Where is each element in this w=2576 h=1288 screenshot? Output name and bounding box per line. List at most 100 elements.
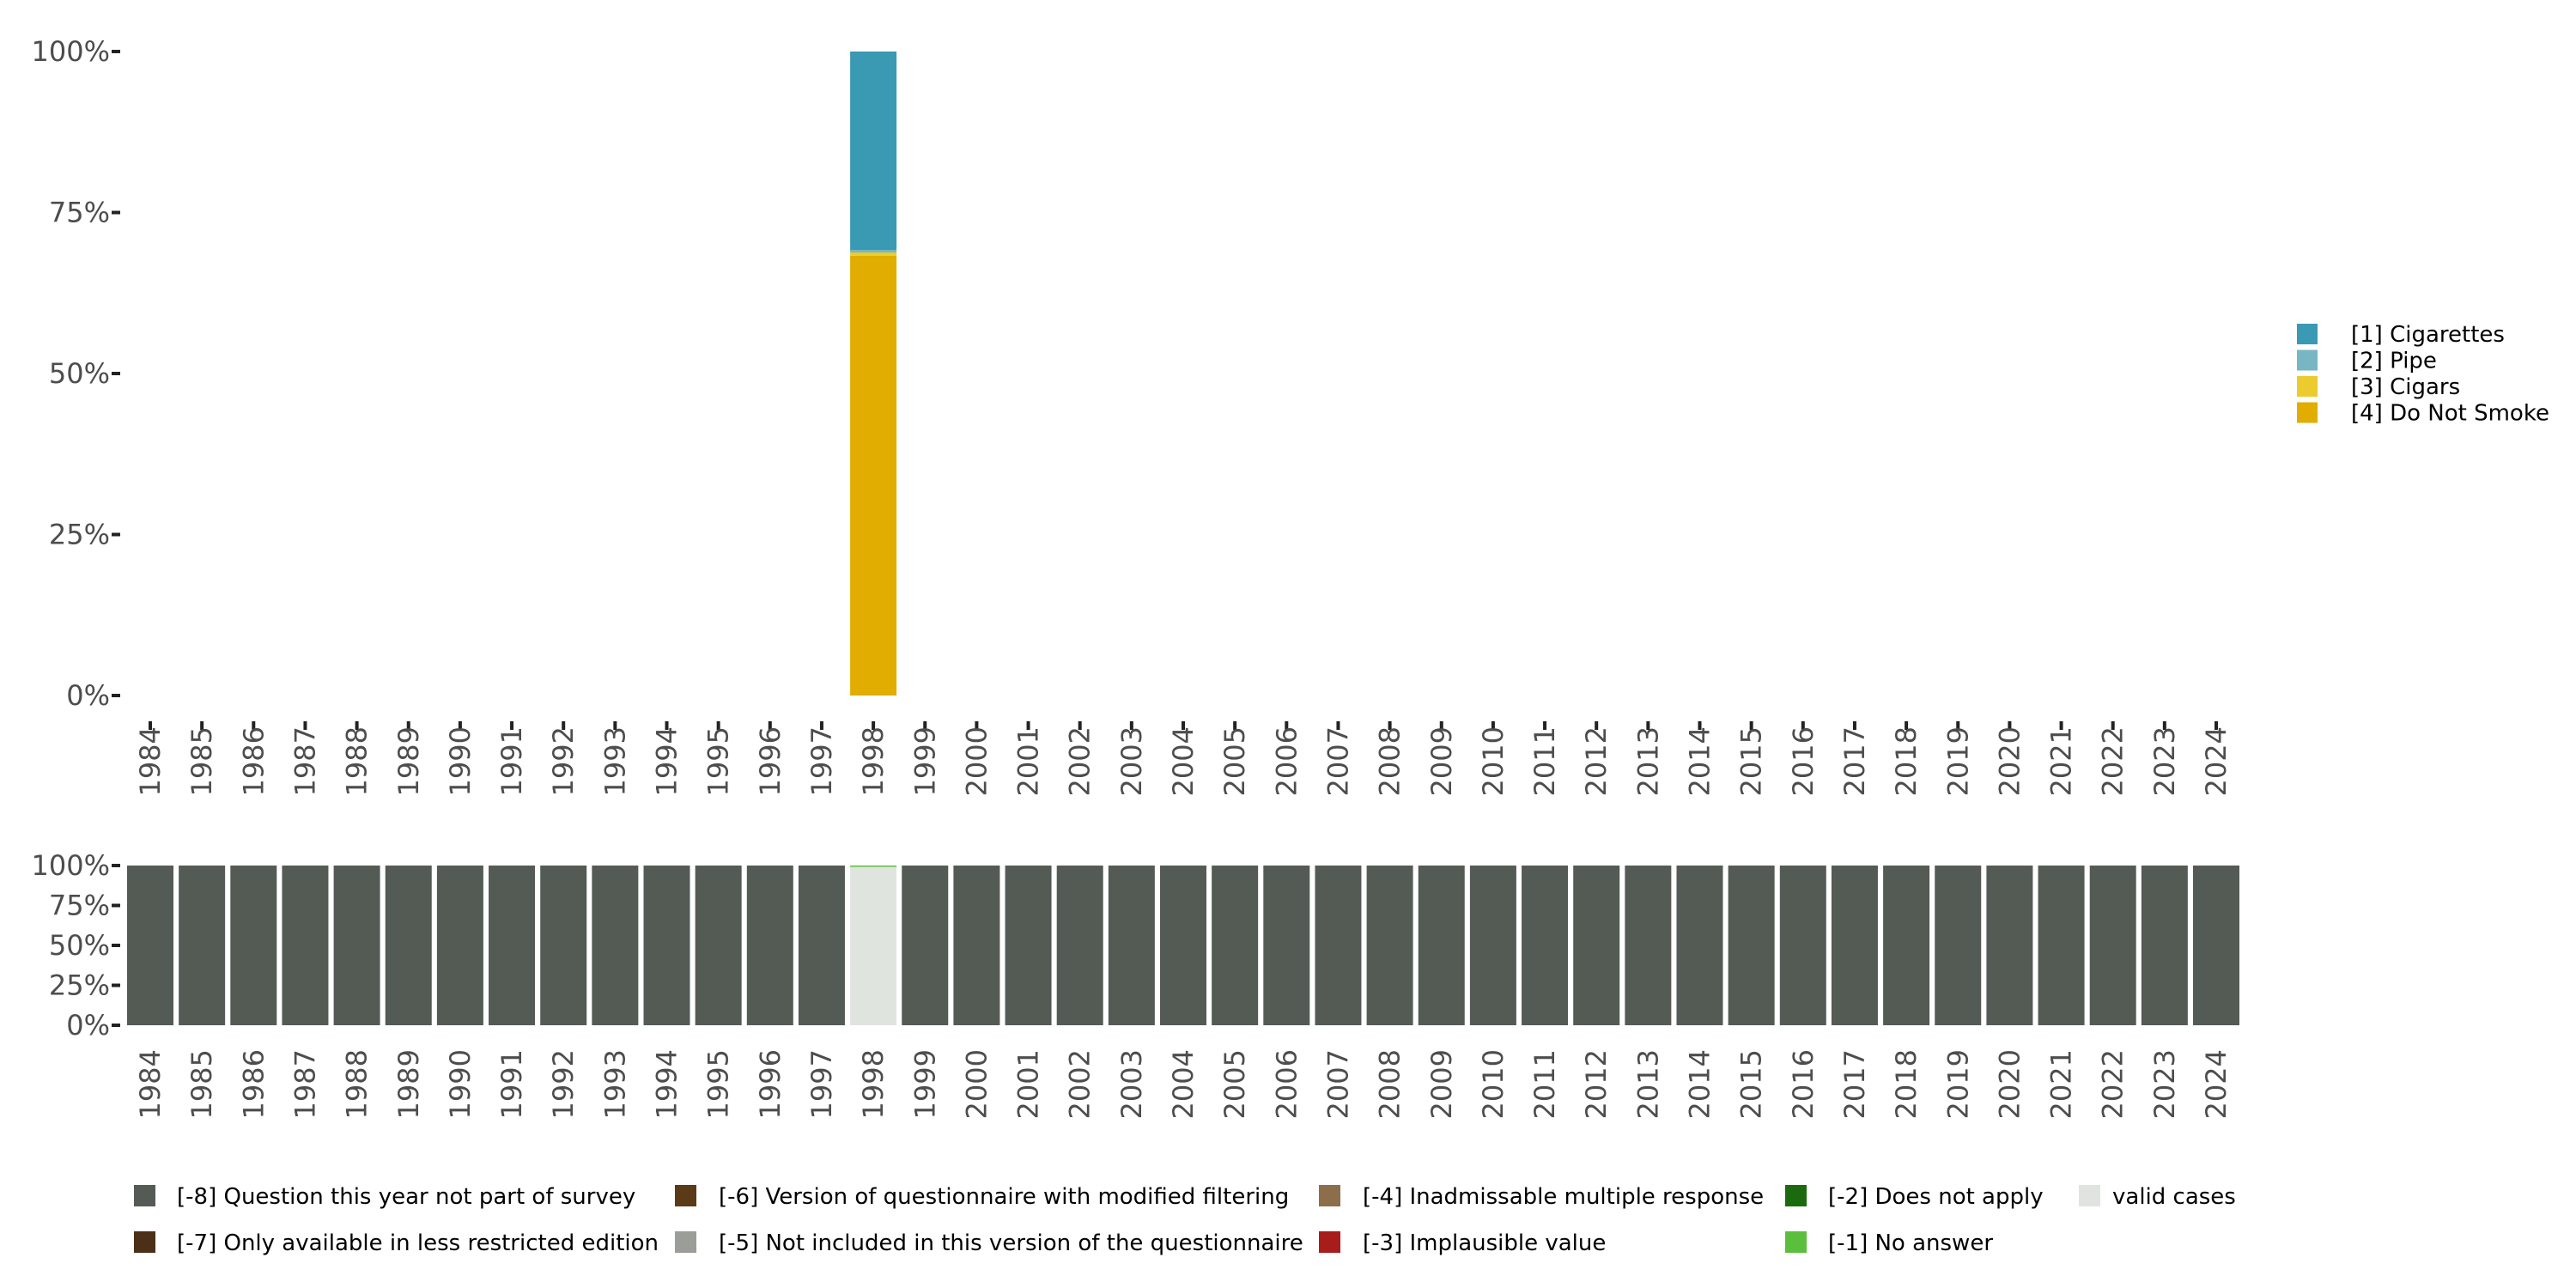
- x-tick-label: 2018: [1890, 1049, 1923, 1119]
- x-tick-label: 1996: [754, 1049, 787, 1119]
- x-tick-label: 1990: [444, 726, 477, 796]
- bar-segment: [230, 866, 277, 1025]
- x-tick-label: 1990: [444, 1049, 477, 1119]
- x-tick-label: 1997: [805, 726, 838, 796]
- bar-segment: [1315, 866, 1362, 1025]
- y-tick-label: 25%: [49, 969, 110, 1002]
- bar-segment: [1418, 866, 1465, 1025]
- bar-segment: [643, 866, 690, 1025]
- bar-segment: [850, 866, 897, 1025]
- x-tick-label: 2015: [1735, 726, 1768, 796]
- bar-segment: [850, 252, 897, 256]
- bar-segment: [592, 866, 639, 1025]
- x-tick-label: 1985: [185, 726, 218, 796]
- y-tick-label: 50%: [49, 357, 110, 390]
- x-tick-label: 2001: [1012, 726, 1045, 796]
- legend-missing: [-8] Question this year not part of surv…: [134, 1184, 2236, 1256]
- x-tick-label: 1986: [237, 1049, 270, 1119]
- x-tick-label: 2003: [1115, 726, 1148, 796]
- x-tick-label: 2000: [960, 1049, 993, 1119]
- bar-segment: [695, 866, 742, 1025]
- bar-segment: [746, 866, 793, 1025]
- x-tick-label: 2015: [1735, 1049, 1768, 1119]
- x-tick-label: 2005: [1218, 1049, 1251, 1119]
- x-tick-label: 2017: [1838, 1049, 1871, 1119]
- x-tick-label: 2001: [1012, 1049, 1045, 1119]
- x-tick-label: 2002: [1064, 726, 1097, 796]
- bar-segment: [1728, 866, 1775, 1025]
- x-tick-label: 1987: [289, 1049, 321, 1119]
- x-tick-label: 1995: [702, 726, 735, 796]
- legend-key: [2297, 402, 2318, 423]
- x-tick-label: 2008: [1374, 726, 1406, 796]
- bar-segment: [2141, 866, 2188, 1025]
- x-tick-label: 2011: [1528, 1049, 1561, 1119]
- x-tick-label: 2005: [1218, 726, 1251, 796]
- x-tick-label: 2004: [1167, 1049, 1200, 1119]
- x-tick-label: 1988: [341, 1049, 374, 1119]
- bar-segment: [902, 866, 949, 1025]
- x-tick-label: 2018: [1890, 726, 1923, 796]
- x-tick-label: 2013: [1631, 1049, 1664, 1119]
- bar-segment: [179, 866, 226, 1025]
- x-tick-label: 2000: [960, 726, 993, 796]
- y-tick-label: 0%: [66, 1009, 110, 1042]
- x-tick-label: 2019: [1941, 726, 1974, 796]
- x-tick-label: 2014: [1684, 1049, 1716, 1119]
- bar-segment: [1056, 866, 1103, 1025]
- bar-segment: [1831, 866, 1878, 1025]
- x-tick-label: 2017: [1838, 726, 1871, 796]
- bar-segment: [1469, 866, 1516, 1025]
- x-tick-label: 2024: [2200, 726, 2233, 796]
- x-tick-label: 1999: [908, 1049, 941, 1119]
- x-tick-label: 2012: [1580, 726, 1613, 796]
- y-tick-label: 50%: [49, 929, 110, 962]
- x-tick-label: 1998: [857, 726, 890, 796]
- x-tick-label: 2014: [1684, 726, 1716, 796]
- bar-segment: [1263, 866, 1310, 1025]
- x-tick-label: 2020: [1993, 1049, 2026, 1119]
- x-tick-label: 2007: [1321, 726, 1354, 796]
- x-tick-label: 2021: [2045, 1049, 2078, 1119]
- x-tick-label: 2022: [2097, 1049, 2129, 1119]
- x-tick-label: 2002: [1064, 1049, 1097, 1119]
- x-tick-label: 2016: [1787, 1049, 1820, 1119]
- legend-key: [1785, 1185, 1807, 1206]
- bar-segment: [540, 866, 587, 1025]
- legend-label: [-2] Does not apply: [1828, 1184, 2044, 1210]
- x-tick-label: 1985: [185, 1049, 218, 1119]
- x-tick-label: 1997: [805, 1049, 838, 1119]
- x-tick-label: 2020: [1993, 726, 2026, 796]
- x-tick-label: 1992: [547, 1049, 580, 1119]
- legend-label: [-3] Implausible value: [1363, 1230, 1606, 1256]
- x-tick-label: 2010: [1477, 1049, 1510, 1119]
- x-tick-label: 1986: [237, 726, 270, 796]
- x-tick-label: 2003: [1115, 1049, 1148, 1119]
- x-tick-label: 1987: [289, 726, 321, 796]
- x-tick-label: 2022: [2097, 726, 2129, 796]
- x-tick-label: 2024: [2200, 1049, 2233, 1119]
- bar-segment: [1005, 866, 1052, 1025]
- bar-segment: [282, 866, 329, 1025]
- x-tick-label: 1989: [392, 726, 425, 796]
- legend-key: [1785, 1231, 1807, 1253]
- x-tick-label: 1994: [651, 726, 683, 796]
- bar-segment: [2038, 866, 2085, 1025]
- bar-segment: [333, 866, 380, 1025]
- x-tick-label: 1991: [495, 1049, 528, 1119]
- x-tick-label: 1995: [702, 1049, 735, 1119]
- y-tick-label: 0%: [66, 679, 110, 712]
- bar-segment: [1108, 866, 1155, 1025]
- x-tick-label: 2011: [1528, 726, 1561, 796]
- legend-key: [2079, 1185, 2100, 1206]
- bar-segment: [436, 866, 483, 1025]
- legend-label: [2] Pipe: [2351, 349, 2437, 374]
- x-tick-label: 2006: [1270, 726, 1303, 796]
- bar-segment: [798, 866, 845, 1025]
- bar-segment: [1676, 866, 1723, 1025]
- main-chart: 0% 25% 50% 75% 100% 1984 1985 1986 1987 1988 1989 1…: [32, 35, 2233, 796]
- legend-key: [2297, 376, 2318, 397]
- x-tick-label: 1996: [754, 726, 787, 796]
- x-tick-label: 1989: [392, 1049, 425, 1119]
